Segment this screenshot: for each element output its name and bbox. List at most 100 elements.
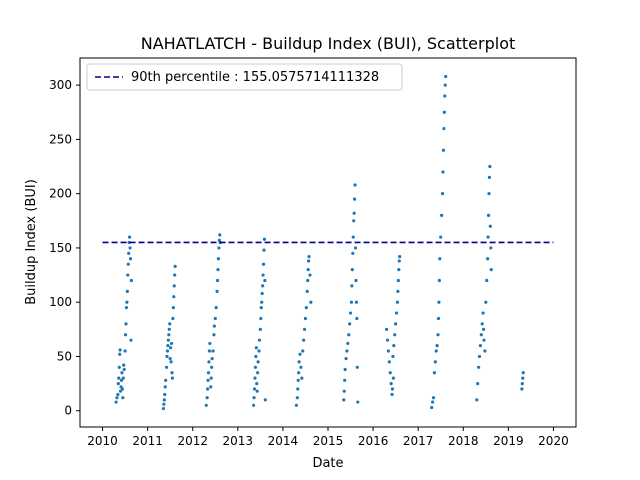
data-point bbox=[258, 327, 262, 331]
data-point bbox=[475, 398, 479, 402]
data-point bbox=[431, 400, 435, 404]
data-point bbox=[431, 396, 436, 400]
data-point bbox=[168, 322, 172, 326]
data-point bbox=[210, 357, 214, 361]
data-point bbox=[391, 376, 395, 380]
data-point bbox=[118, 352, 122, 356]
data-point bbox=[126, 273, 130, 277]
chart-title: NAHATLATCH - Buildup Index (BUI), Scatte… bbox=[141, 34, 516, 53]
legend-box bbox=[86, 63, 403, 91]
data-point bbox=[351, 251, 355, 255]
data-point bbox=[480, 322, 484, 326]
data-point bbox=[116, 381, 120, 386]
data-point bbox=[439, 235, 443, 239]
data-point bbox=[353, 183, 357, 187]
data-point bbox=[259, 306, 263, 310]
data-point bbox=[484, 300, 488, 304]
data-point bbox=[122, 363, 126, 367]
data-point bbox=[306, 268, 310, 272]
data-point bbox=[343, 378, 347, 382]
data-point bbox=[255, 381, 259, 386]
legend-label: 90th percentile : 155.0575714111328 bbox=[131, 70, 379, 85]
data-point bbox=[254, 346, 258, 350]
data-point bbox=[309, 300, 313, 304]
data-point bbox=[385, 327, 389, 331]
data-point bbox=[487, 175, 492, 179]
data-point bbox=[129, 338, 133, 342]
data-point bbox=[172, 295, 176, 299]
data-point bbox=[123, 333, 128, 337]
data-point bbox=[129, 278, 134, 283]
data-point bbox=[354, 278, 358, 283]
data-point bbox=[122, 367, 126, 372]
data-point bbox=[171, 306, 175, 310]
data-point bbox=[252, 403, 256, 407]
data-point bbox=[348, 311, 353, 315]
data-point bbox=[487, 192, 491, 196]
data-point bbox=[297, 360, 301, 364]
data-point bbox=[438, 257, 442, 261]
data-point bbox=[432, 371, 437, 375]
data-point bbox=[128, 246, 132, 250]
data-point bbox=[214, 306, 218, 310]
data-point bbox=[263, 278, 267, 283]
data-point bbox=[164, 378, 168, 382]
data-point bbox=[165, 349, 170, 353]
data-point bbox=[167, 333, 171, 337]
data-point bbox=[210, 365, 214, 369]
data-point bbox=[477, 365, 481, 369]
data-point bbox=[254, 354, 258, 359]
data-point bbox=[173, 264, 177, 268]
data-point bbox=[167, 327, 171, 331]
data-point bbox=[395, 300, 400, 304]
data-point bbox=[260, 291, 264, 296]
data-points bbox=[114, 74, 525, 411]
data-point bbox=[354, 300, 359, 304]
data-point bbox=[168, 357, 172, 361]
data-point bbox=[343, 367, 347, 372]
data-point bbox=[477, 354, 482, 359]
data-point bbox=[212, 333, 216, 337]
data-point bbox=[521, 376, 525, 380]
data-point bbox=[442, 126, 446, 131]
data-point bbox=[302, 338, 306, 342]
data-point bbox=[388, 371, 392, 375]
x-tick-label: 2015 bbox=[313, 434, 344, 448]
data-point bbox=[476, 381, 480, 386]
data-point bbox=[348, 322, 352, 326]
data-point bbox=[521, 371, 525, 375]
data-point bbox=[443, 83, 447, 87]
data-point bbox=[386, 349, 391, 353]
data-point bbox=[434, 349, 438, 353]
data-point bbox=[437, 278, 441, 283]
data-point bbox=[207, 349, 212, 353]
data-point bbox=[486, 213, 491, 217]
data-point bbox=[257, 338, 262, 342]
data-point bbox=[259, 316, 263, 321]
y-tick-label: 50 bbox=[57, 349, 72, 363]
data-point bbox=[124, 322, 128, 326]
x-axis-label: Date bbox=[312, 456, 343, 471]
data-point bbox=[206, 387, 210, 391]
data-point bbox=[261, 262, 266, 266]
data-point bbox=[489, 246, 493, 250]
data-point bbox=[295, 396, 299, 400]
data-point bbox=[300, 376, 304, 380]
data-point bbox=[162, 398, 166, 402]
data-point bbox=[356, 400, 360, 404]
x-tick-label: 2014 bbox=[268, 434, 299, 448]
data-point bbox=[342, 389, 346, 393]
data-point bbox=[397, 259, 401, 263]
y-tick-label: 150 bbox=[49, 241, 72, 255]
data-point bbox=[486, 235, 490, 239]
y-tick-label: 200 bbox=[49, 187, 72, 201]
data-point bbox=[255, 389, 259, 393]
data-point bbox=[204, 403, 208, 407]
data-point bbox=[345, 349, 349, 353]
data-point bbox=[441, 170, 445, 174]
data-point bbox=[170, 371, 174, 375]
data-point bbox=[442, 110, 446, 114]
data-point bbox=[350, 284, 354, 288]
data-point bbox=[260, 300, 264, 304]
